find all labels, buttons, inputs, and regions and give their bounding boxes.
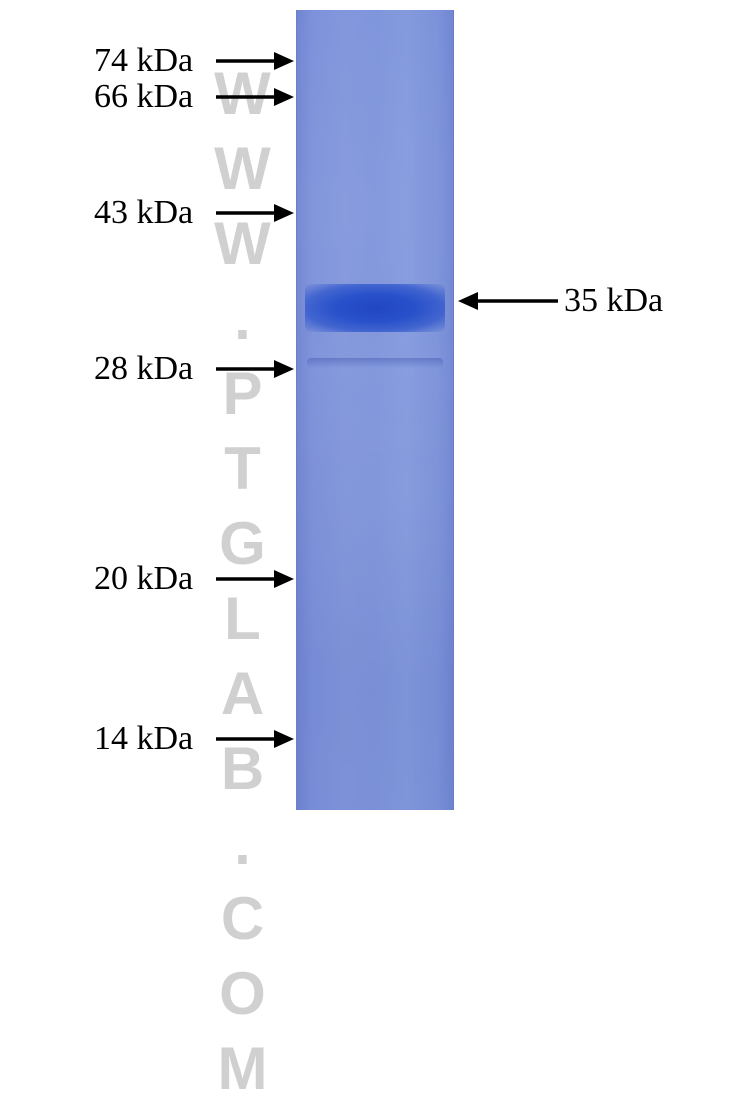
marker-arrow-14	[216, 726, 296, 752]
marker-arrow-74	[216, 48, 296, 74]
marker-arrow-43	[216, 200, 296, 226]
marker-label-66: 66 kDa	[94, 80, 193, 114]
faint-band-below	[307, 358, 443, 368]
marker-label-35: 35 kDa	[564, 284, 663, 318]
marker-arrow-66	[216, 84, 296, 110]
gel-lane	[296, 10, 454, 810]
marker-arrow-28	[216, 356, 296, 382]
gel-figure: WWW.PTGLAB.COM 74 kDa 66 kDa 43 kDa 28 k…	[0, 0, 740, 820]
marker-label-43: 43 kDa	[94, 196, 193, 230]
marker-label-28: 28 kDa	[94, 352, 193, 386]
protein-band-35kda	[305, 284, 445, 332]
marker-label-14: 14 kDa	[94, 722, 193, 756]
marker-arrow-35-right	[458, 288, 558, 314]
marker-arrow-20	[216, 566, 296, 592]
marker-label-74: 74 kDa	[94, 44, 193, 78]
marker-label-20: 20 kDa	[94, 562, 193, 596]
